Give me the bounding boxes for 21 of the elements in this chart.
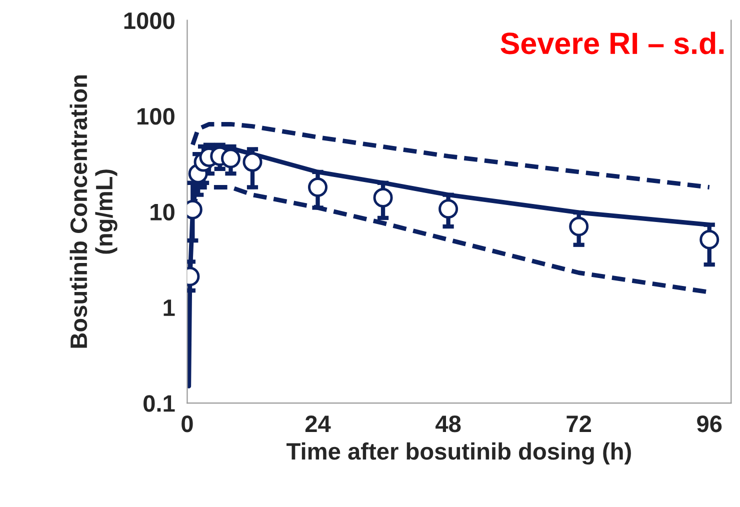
y-axis-title: Bosutinib Concentration (ng/mL) [70, 75, 118, 348]
y-tick-label: 100 [138, 108, 174, 125]
y-tick-label: 1000 [124, 12, 174, 30]
x-axis-title: Time after bosutinib dosing (h) [286, 442, 631, 465]
point [438, 199, 458, 219]
point [373, 188, 393, 208]
point [220, 148, 240, 168]
point [242, 152, 262, 172]
x-tick-label: 24 [305, 415, 331, 432]
point [569, 216, 589, 236]
x-tick-label: 96 [697, 415, 722, 432]
x-tick-label: 0 [182, 415, 193, 432]
y-tick-label: 0.1 [144, 395, 175, 412]
y-tick-label: 1 [164, 300, 175, 316]
x-tick-label: 72 [566, 415, 592, 432]
point [700, 230, 720, 250]
line-series [190, 122, 712, 190]
y-tick-label: 10 [150, 204, 174, 220]
point [308, 177, 328, 197]
annotation: Severe RI – s.d. [500, 32, 724, 54]
x-tick-label: 48 [436, 415, 461, 432]
